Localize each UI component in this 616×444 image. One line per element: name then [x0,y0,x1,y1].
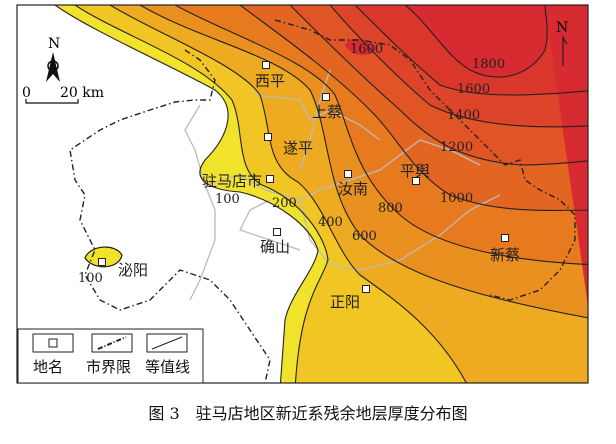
map-frame [16,4,589,384]
contour-line [74,5,329,383]
contour-label: 1600 [457,82,490,97]
contour-line [239,5,588,212]
contour-label: 1000 [440,191,473,206]
place-label: 泌阳 [118,261,148,279]
north-label: N [48,36,60,52]
place-marker-icon [412,177,420,185]
contour-line [404,5,548,78]
place-marker-icon [322,93,330,101]
contour-label: 600 [352,229,377,244]
contour-line [84,246,123,268]
contour-label: 100 [78,271,103,286]
place-marker-icon [266,175,274,183]
contour-line [139,5,588,319]
place-label: 确山 [260,238,290,256]
contour-band [345,38,378,56]
place-label: 上蔡 [312,103,342,121]
legend-boundary-label: 市界限 [86,358,131,376]
contour-lines [54,5,588,383]
figure-caption: 图 3 驻马店地区新近系残余地层厚度分布图 [148,404,468,423]
contour-label: 200 [272,196,297,211]
contour-band [405,5,588,306]
place-label: 遂平 [283,139,313,157]
place-marker-icon [264,133,272,141]
contour-line [329,5,588,128]
north-arrow-icon [562,36,568,66]
region-boundary [69,19,576,383]
scale-distance: 20 km [60,85,104,101]
place-marker-icon [262,61,270,69]
contour-label: 1800 [472,57,505,72]
legend-boundary-swatch [91,333,133,353]
place-marker-icon [362,285,370,293]
contour-label: 1400 [447,108,480,123]
contour-label: 100 [215,192,240,207]
north-label: N [556,20,568,36]
place-marker-icon [273,228,281,236]
place-label: 汝南 [338,180,368,198]
north-arrow-right: N [556,20,568,66]
contour-label: 800 [378,201,403,216]
contour-line [54,5,319,383]
place-label: 正阳 [330,293,360,311]
contour-line [289,5,588,166]
contour-line [174,5,588,266]
place-label: 西平 [255,72,285,90]
legend: 地名 市界限 等值线 [17,328,204,384]
city-boundaries [184,69,501,301]
scale-bar: 0 20 km [22,85,104,104]
contour-bands [55,5,588,383]
place-marker-icon [344,170,352,178]
contour-line [354,5,588,96]
north-arrow-icon [46,52,60,82]
contour-label: 1600 [350,42,383,57]
place-label: 新蔡 [490,246,520,264]
contour-label: 1200 [440,140,473,155]
contour-line [109,5,467,383]
legend-place-label: 地名 [33,358,63,376]
place-label: 平舆 [400,162,430,180]
contour-label: 400 [318,215,343,230]
scale-zero: 0 [22,85,31,101]
north-arrow-left: N [46,36,60,82]
place-marker-icon [501,234,509,242]
place-marker-icon [98,258,106,266]
legend-contour-label: 等值线 [145,358,190,376]
place-label: 驻马店市 [202,172,262,190]
